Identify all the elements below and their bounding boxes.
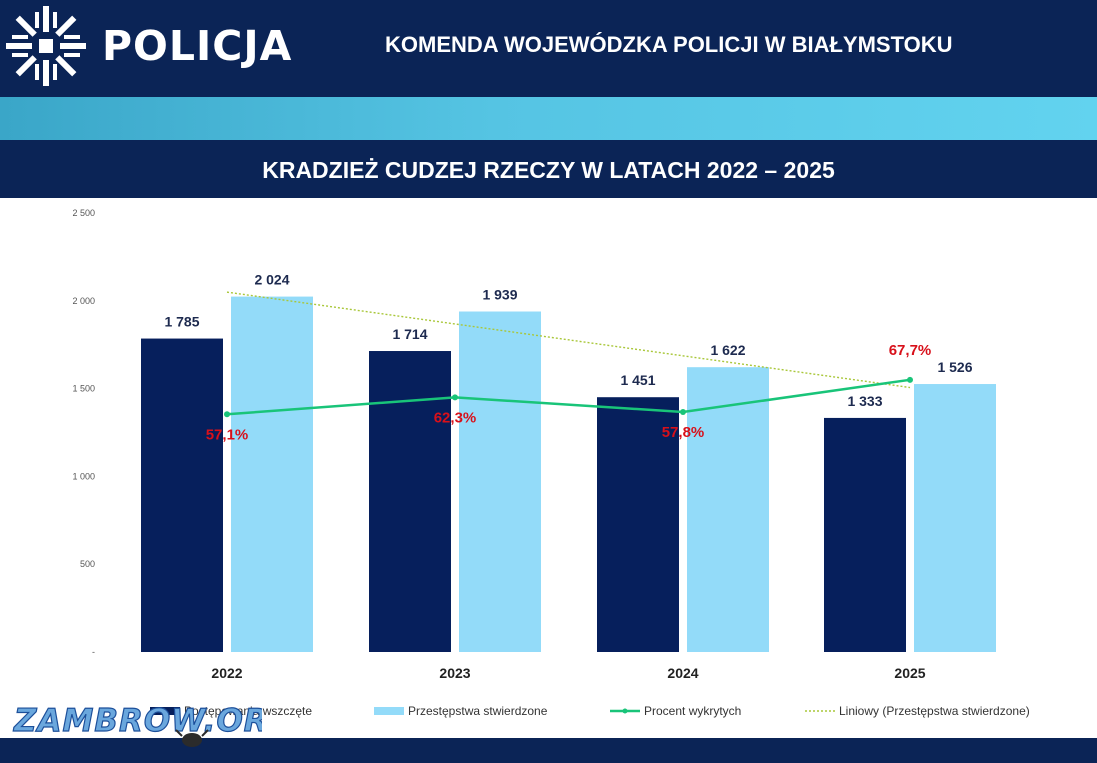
- header-bar: POLICJA KOMENDA WOJEWÓDZKA POLICJI W BIA…: [0, 0, 1097, 97]
- title-bar: [0, 140, 1097, 198]
- accent-band: [0, 97, 1097, 140]
- legend-label: Liniowy (Przestępstwa stwierdzone): [839, 704, 1030, 718]
- y-tick-label: 1 000: [72, 471, 95, 481]
- bar: [231, 296, 313, 652]
- police-star-logo-icon: [6, 6, 86, 86]
- logo-text: POLICJA: [102, 22, 293, 70]
- x-tick-label: 2022: [211, 665, 242, 681]
- legend-label: Procent wykrytych: [644, 704, 741, 718]
- bar: [914, 384, 996, 652]
- bar-chart: - 500 1 000 1 500 2 000 2 500 1 785 1 714 1 451…: [72, 208, 1030, 718]
- legend: Postępowania wszczęte Przestępstwa stwier…: [150, 704, 1030, 718]
- y-axis-ticks: - 500 1 000 1 500 2 000 2 500: [72, 208, 95, 657]
- trendline: [226, 291, 911, 389]
- trendline-segment: [226, 291, 911, 389]
- bar-value-label: 1 939: [482, 287, 517, 303]
- legend-swatch: [150, 707, 180, 715]
- percent-point: [680, 409, 686, 416]
- legend-marker: [622, 708, 628, 714]
- bar: [824, 417, 906, 652]
- bar-value-label: 1 714: [392, 326, 427, 342]
- legend-label: Przestępstwa stwierdzone: [408, 704, 548, 718]
- bar: [141, 338, 223, 652]
- bar: [369, 351, 451, 652]
- bar: [687, 367, 769, 652]
- x-axis-ticks: 2022 2023 2024 2025: [211, 665, 925, 681]
- bar-value-label: 1 622: [710, 342, 745, 358]
- legend-swatch: [374, 707, 404, 715]
- y-tick-label: -: [92, 647, 95, 657]
- bar-value-label: 1 451: [620, 372, 655, 388]
- legend-label: Postępowania wszczęte: [184, 704, 312, 718]
- bar: [459, 311, 541, 652]
- bars: [141, 296, 996, 652]
- y-tick-label: 1 500: [72, 384, 95, 394]
- bar: [597, 397, 679, 652]
- zambrow-watermark-logo-icon: ZAMBROW.ORG: [12, 702, 262, 747]
- percent-point: [452, 394, 458, 401]
- percent-label: 57,1%: [206, 426, 249, 443]
- chart-title: KRADZIEŻ CUDZEJ RZECZY W LATACH 2022 – 2…: [262, 157, 835, 183]
- percent-label: 57,8%: [662, 424, 705, 441]
- svg-text:ZAMBROW.ORG: ZAMBROW.ORG: [13, 703, 262, 739]
- percent-point: [224, 411, 230, 418]
- bar-value-label: 1 333: [847, 393, 882, 409]
- percent-point: [907, 376, 913, 383]
- header-title: KOMENDA WOJEWÓDZKA POLICJI W BIAŁYMSTOKU: [385, 32, 953, 57]
- percent-label: 62,3%: [434, 409, 477, 426]
- bar-value-label: 1 785: [164, 314, 199, 330]
- percent-line: [224, 376, 913, 418]
- x-tick-label: 2023: [439, 665, 470, 681]
- y-tick-label: 500: [80, 559, 95, 569]
- percent-line-path: [226, 378, 911, 416]
- bar-value-label: 1 526: [937, 359, 972, 375]
- x-tick-label: 2025: [894, 665, 925, 681]
- percent-label: 67,7%: [889, 342, 932, 359]
- bar-value-label: 2 024: [254, 272, 289, 288]
- x-tick-label: 2024: [667, 665, 698, 681]
- data-labels: 1 785 1 714 1 451 1 333 2 024 1 939 1 622 1 526…: [164, 272, 972, 444]
- y-tick-label: 2 000: [72, 296, 95, 306]
- y-tick-label: 2 500: [72, 208, 95, 218]
